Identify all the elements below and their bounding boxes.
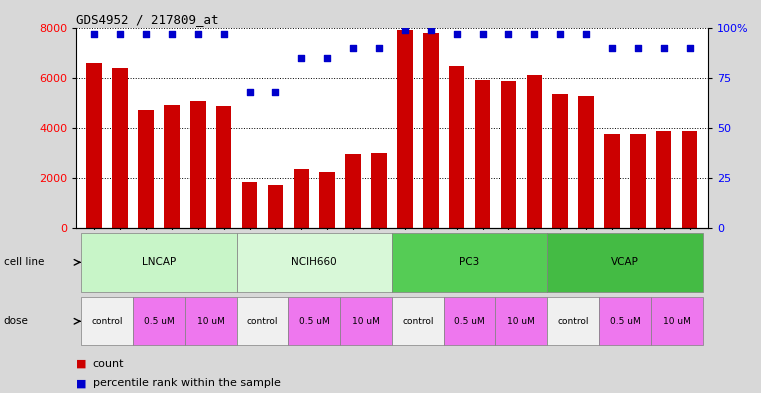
Text: 10 uM: 10 uM: [352, 317, 380, 326]
Text: percentile rank within the sample: percentile rank within the sample: [93, 378, 281, 388]
Point: [606, 44, 618, 51]
Text: GDS4952 / 217809_at: GDS4952 / 217809_at: [76, 13, 218, 26]
Point: [683, 44, 696, 51]
Bar: [444, 298, 495, 345]
Point: [218, 30, 230, 37]
Point: [347, 44, 359, 51]
Point: [425, 26, 437, 33]
Bar: [288, 298, 340, 345]
Bar: [87, 62, 102, 228]
Point: [502, 30, 514, 37]
Bar: [547, 298, 599, 345]
Bar: [495, 298, 547, 345]
Bar: [185, 298, 237, 345]
Bar: [190, 101, 205, 228]
Bar: [237, 298, 288, 345]
Bar: [242, 182, 257, 228]
Point: [451, 30, 463, 37]
Text: 10 uM: 10 uM: [508, 317, 535, 326]
Point: [140, 30, 152, 37]
Bar: [345, 154, 361, 228]
Text: VCAP: VCAP: [611, 257, 638, 267]
Bar: [113, 68, 128, 228]
Text: control: control: [247, 317, 279, 326]
Bar: [392, 233, 547, 292]
Bar: [552, 94, 568, 228]
Text: LNCAP: LNCAP: [142, 257, 176, 267]
Point: [114, 30, 126, 37]
Bar: [423, 33, 438, 228]
Text: 10 uM: 10 uM: [663, 317, 690, 326]
Point: [554, 30, 566, 37]
Bar: [547, 233, 702, 292]
Point: [658, 44, 670, 51]
Bar: [449, 66, 464, 228]
Text: count: count: [93, 358, 124, 369]
Bar: [81, 298, 133, 345]
Point: [373, 44, 385, 51]
Point: [166, 30, 178, 37]
Bar: [397, 30, 412, 228]
Bar: [656, 132, 671, 228]
Bar: [340, 298, 392, 345]
Bar: [237, 233, 392, 292]
Bar: [651, 298, 702, 345]
Bar: [527, 75, 542, 228]
Text: cell line: cell line: [4, 257, 44, 267]
Text: ■: ■: [76, 378, 90, 388]
Bar: [133, 298, 185, 345]
Bar: [294, 169, 309, 228]
Point: [244, 88, 256, 95]
Bar: [475, 80, 490, 228]
Text: dose: dose: [4, 316, 29, 326]
Point: [88, 30, 100, 37]
Text: PC3: PC3: [460, 257, 479, 267]
Text: 0.5 uM: 0.5 uM: [454, 317, 485, 326]
Text: control: control: [91, 317, 123, 326]
Bar: [599, 298, 651, 345]
Bar: [371, 153, 387, 228]
Bar: [81, 233, 237, 292]
Point: [528, 30, 540, 37]
Point: [192, 30, 204, 37]
Bar: [501, 81, 516, 228]
Bar: [216, 107, 231, 228]
Bar: [630, 134, 645, 228]
Bar: [578, 96, 594, 228]
Bar: [392, 298, 444, 345]
Text: 0.5 uM: 0.5 uM: [610, 317, 640, 326]
Point: [321, 55, 333, 61]
Bar: [320, 172, 335, 228]
Bar: [139, 110, 154, 228]
Text: control: control: [402, 317, 434, 326]
Point: [269, 88, 282, 95]
Text: 0.5 uM: 0.5 uM: [144, 317, 174, 326]
Bar: [682, 132, 697, 228]
Bar: [604, 134, 619, 228]
Text: 0.5 uM: 0.5 uM: [299, 317, 330, 326]
Point: [632, 44, 644, 51]
Text: NCIH660: NCIH660: [291, 257, 337, 267]
Text: ■: ■: [76, 358, 90, 369]
Point: [295, 55, 307, 61]
Point: [580, 30, 592, 37]
Bar: [268, 185, 283, 228]
Point: [399, 26, 411, 33]
Text: 10 uM: 10 uM: [197, 317, 224, 326]
Text: control: control: [557, 317, 589, 326]
Bar: [164, 105, 180, 228]
Point: [476, 30, 489, 37]
